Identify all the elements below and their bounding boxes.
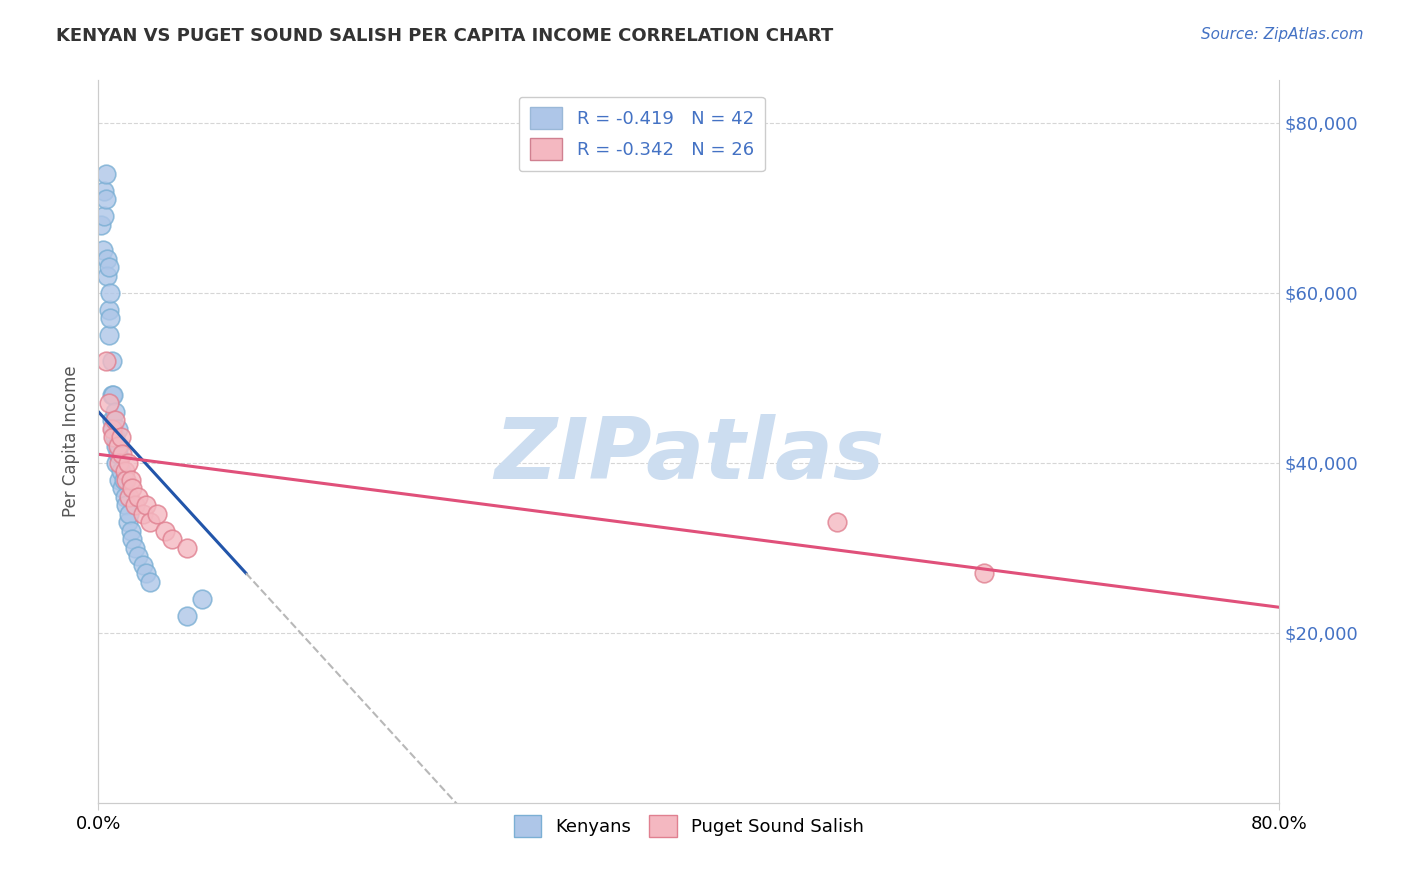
Point — [103, 422, 125, 436]
Point — [104, 405, 127, 419]
Point — [115, 473, 138, 487]
Point — [100, 422, 122, 436]
Point — [114, 464, 136, 478]
Point — [97, 302, 120, 317]
Point — [191, 591, 214, 606]
Point — [139, 574, 162, 589]
Point — [90, 218, 112, 232]
Point — [104, 430, 127, 444]
Point — [91, 244, 114, 258]
Text: Source: ZipAtlas.com: Source: ZipAtlas.com — [1201, 27, 1364, 42]
Point — [111, 447, 134, 461]
Point — [118, 490, 141, 504]
Text: KENYAN VS PUGET SOUND SALISH PER CAPITA INCOME CORRELATION CHART: KENYAN VS PUGET SOUND SALISH PER CAPITA … — [56, 27, 834, 45]
Point — [93, 184, 115, 198]
Point — [162, 533, 183, 547]
Y-axis label: Per Capita Income: Per Capita Income — [62, 366, 80, 517]
Point — [135, 566, 157, 581]
Point — [139, 516, 162, 530]
Point — [127, 490, 149, 504]
Point — [121, 481, 143, 495]
Point — [825, 516, 848, 530]
Point — [117, 516, 139, 530]
Point — [146, 507, 169, 521]
Point — [117, 456, 139, 470]
Point — [93, 209, 115, 223]
Point — [100, 413, 122, 427]
Point — [973, 566, 995, 581]
Point — [132, 507, 155, 521]
Point — [121, 533, 143, 547]
Point — [98, 311, 121, 326]
Point — [97, 328, 120, 343]
Point — [94, 353, 117, 368]
Point — [100, 388, 122, 402]
Point — [103, 388, 125, 402]
Point — [107, 422, 129, 436]
Point — [94, 192, 117, 206]
Point — [105, 439, 128, 453]
Point — [96, 252, 118, 266]
Point — [104, 413, 127, 427]
Point — [176, 608, 198, 623]
Text: ZIPatlas: ZIPatlas — [494, 415, 884, 498]
Point — [107, 439, 129, 453]
Point — [114, 490, 136, 504]
Legend: Kenyans, Puget Sound Salish: Kenyans, Puget Sound Salish — [506, 808, 872, 845]
Point — [120, 524, 142, 538]
Point — [96, 268, 118, 283]
Point — [120, 473, 142, 487]
Point — [108, 473, 131, 487]
Point — [98, 285, 121, 300]
Point — [97, 396, 120, 410]
Point — [124, 498, 146, 512]
Point — [115, 498, 138, 512]
Point — [118, 507, 141, 521]
Point — [124, 541, 146, 555]
Point — [105, 456, 128, 470]
Point — [127, 549, 149, 564]
Point — [94, 167, 117, 181]
Point — [176, 541, 198, 555]
Point — [111, 481, 134, 495]
Point — [132, 558, 155, 572]
Point — [110, 464, 132, 478]
Point — [107, 447, 129, 461]
Point — [110, 430, 132, 444]
Point — [97, 260, 120, 275]
Point — [112, 473, 135, 487]
Point — [153, 524, 176, 538]
Point — [108, 439, 131, 453]
Point — [135, 498, 157, 512]
Point — [103, 430, 125, 444]
Point — [108, 456, 131, 470]
Point — [100, 353, 122, 368]
